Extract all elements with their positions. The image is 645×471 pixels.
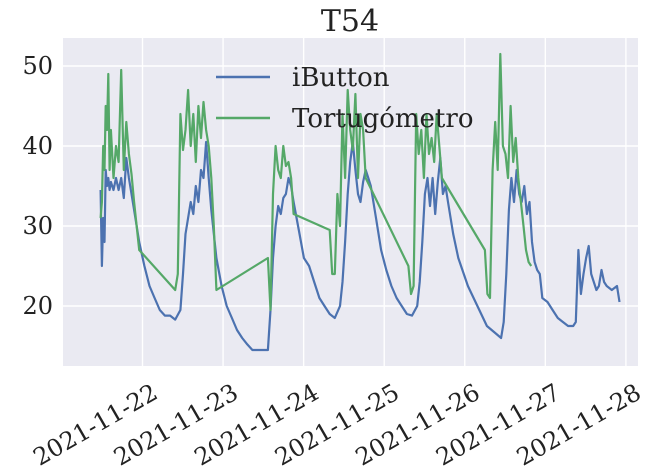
y-tick-label: 50 <box>22 52 53 80</box>
legend: iButton Tortugómetro <box>216 63 473 134</box>
plot-area <box>63 38 638 366</box>
legend-label: iButton <box>292 63 390 93</box>
y-axis: 20 30 40 50 <box>22 52 53 320</box>
y-tick-label: 20 <box>22 292 53 320</box>
y-tick-label: 30 <box>22 212 53 240</box>
series-line-tortugometro <box>99 52 533 312</box>
x-axis: 2021-11-222021-11-232021-11-242021-11-25… <box>28 378 645 471</box>
grid <box>63 38 638 366</box>
y-tick-label: 40 <box>22 132 53 160</box>
chart-title: T54 <box>321 4 379 39</box>
series-line-ibutton <box>99 140 621 352</box>
series-layer <box>99 52 621 352</box>
legend-label: Tortugómetro <box>292 104 473 134</box>
